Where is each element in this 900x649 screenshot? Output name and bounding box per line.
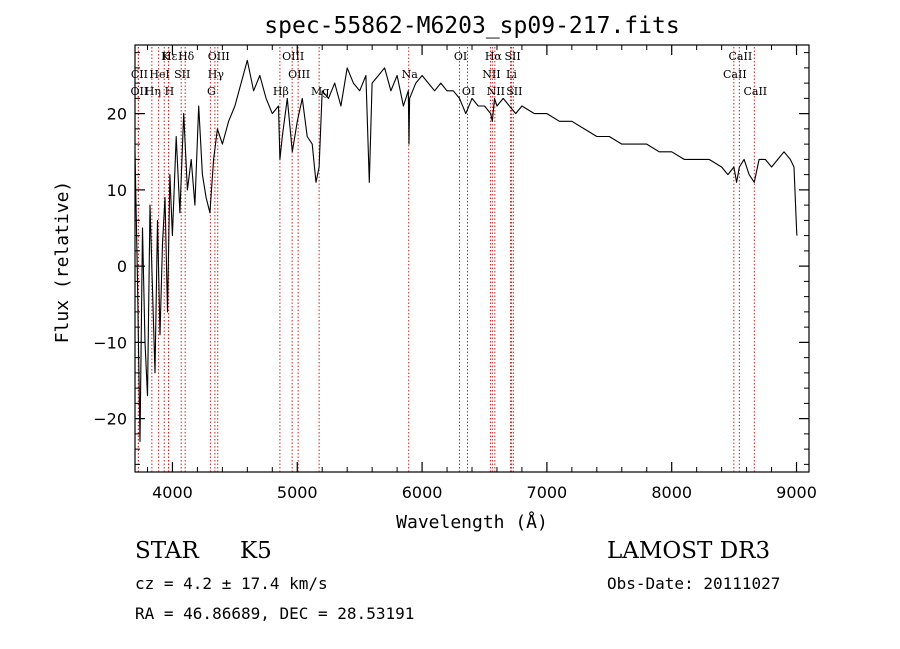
- line-marker-label: CaII: [743, 85, 767, 98]
- x-tick-label: 9000: [776, 483, 817, 502]
- observation-date: Obs-Date: 20111027: [607, 574, 781, 593]
- line-marker-label: CaII: [723, 68, 747, 81]
- line-marker-label: Hβ: [273, 85, 289, 98]
- y-tick-label: 10: [107, 181, 127, 200]
- line-marker-label: H: [165, 85, 175, 98]
- line-marker-label: Hδ: [178, 50, 195, 63]
- y-tick-label: −10: [93, 333, 127, 352]
- line-marker-label: OIII: [208, 50, 230, 63]
- line-marker-label: OIII: [288, 68, 310, 81]
- line-marker-label: HeI: [149, 68, 169, 81]
- line-marker-label: OIII: [282, 50, 304, 63]
- line-marker-label: G: [207, 85, 216, 98]
- line-marker-label: Na: [402, 68, 419, 81]
- redshift-velocity: cz = 4.2 ± 17.4 km/s: [135, 574, 328, 593]
- line-marker-label: K: [161, 50, 170, 63]
- line-marker-label: SII: [174, 68, 190, 81]
- spectrum-line: [134, 59, 798, 443]
- line-marker-label: CII: [131, 68, 148, 81]
- line-marker-label: OI: [462, 85, 475, 98]
- x-axis: 4000 5000 6000 7000 8000 9000: [146, 45, 817, 502]
- line-marker-label: SII: [504, 50, 520, 63]
- line-marker-label: Hγ: [208, 68, 225, 81]
- y-tick-label: 20: [107, 105, 127, 124]
- y-axis-label: Flux (relative): [52, 181, 73, 344]
- x-tick-label: 8000: [651, 483, 692, 502]
- x-axis-label: Wavelength (Å): [396, 511, 548, 533]
- survey-name: LAMOST DR3: [607, 538, 771, 564]
- line-marker-label: SII: [506, 85, 522, 98]
- object-subclass: K5: [240, 538, 272, 564]
- y-tick-label: −20: [93, 410, 127, 429]
- line-markers: [137, 47, 755, 472]
- line-marker-label: Hη: [145, 85, 161, 98]
- line-marker-label: NII: [487, 85, 505, 98]
- x-tick-label: 5000: [277, 483, 318, 502]
- y-axis: −20 −10 0 10 20: [93, 52, 809, 465]
- x-tick-label: 7000: [527, 483, 568, 502]
- object-class: STAR: [135, 538, 199, 564]
- line-marker-label: CaII: [729, 50, 753, 63]
- line-marker-label: Hα: [485, 50, 503, 63]
- coordinates: RA = 46.86689, DEC = 28.53191: [135, 604, 415, 623]
- line-marker-label: Mg: [311, 85, 329, 98]
- plot-frame: [134, 44, 810, 473]
- line-marker-label: Li: [506, 68, 517, 81]
- y-tick-label: 0: [117, 257, 127, 276]
- line-marker-label: OI: [454, 50, 467, 63]
- line-marker-label: NII: [482, 68, 500, 81]
- line-marker-label: Hε: [162, 50, 178, 63]
- x-tick-label: 6000: [402, 483, 443, 502]
- x-tick-label: 4000: [152, 483, 193, 502]
- chart-title: spec-55862-M6203_sp09-217.fits: [264, 13, 679, 39]
